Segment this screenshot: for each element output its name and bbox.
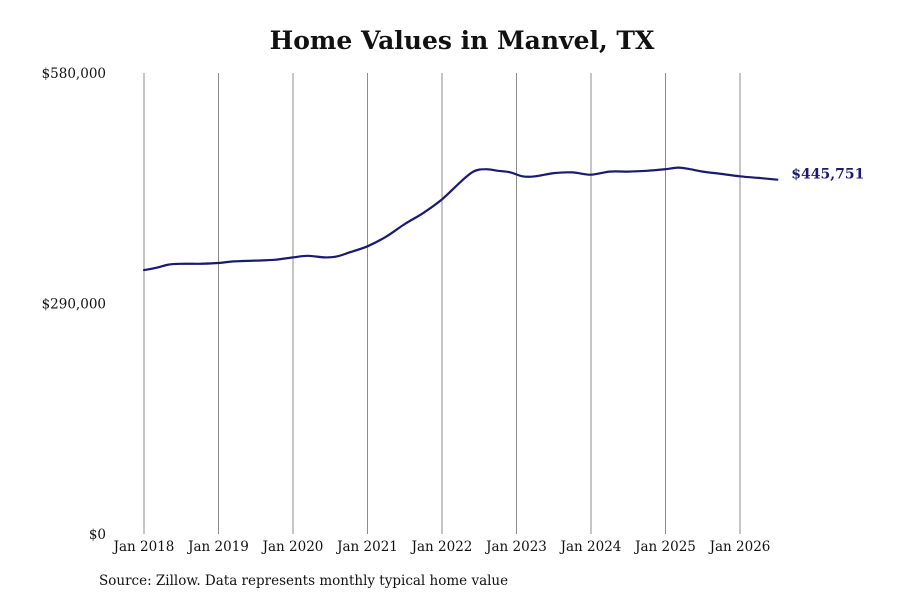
source-note: Source: Zillow. Data represents monthly … (99, 573, 509, 589)
x-tick-label: Jan 2022 (410, 539, 473, 555)
x-axis-ticks: Jan 2018 Jan 2019 Jan 2020 Jan 2021 Jan 2022… (112, 539, 771, 555)
x-tick-label: Jan 2023 (484, 539, 547, 555)
series-line (142, 166, 779, 272)
x-tick-label: Jan 2025 (633, 539, 696, 555)
chart-title: Home Values in Manvel, TX (269, 26, 655, 55)
x-tick-label: Jan 2020 (261, 539, 324, 555)
x-tick-label: Jan 2026 (708, 539, 771, 555)
grid-lines (143, 73, 741, 534)
y-tick-label: $580,000 (42, 66, 106, 82)
x-tick-label: Jan 2021 (335, 539, 398, 555)
y-axis-ticks: $0 $290,000 $580,000 (42, 66, 106, 543)
x-tick-label: Jan 2024 (559, 539, 622, 555)
y-tick-label: $0 (89, 527, 106, 543)
x-tick-label: Jan 2019 (186, 539, 249, 555)
y-tick-label: $290,000 (42, 297, 106, 313)
x-tick-label: Jan 2018 (112, 539, 175, 555)
end-value-label: $445,751 (791, 167, 864, 183)
